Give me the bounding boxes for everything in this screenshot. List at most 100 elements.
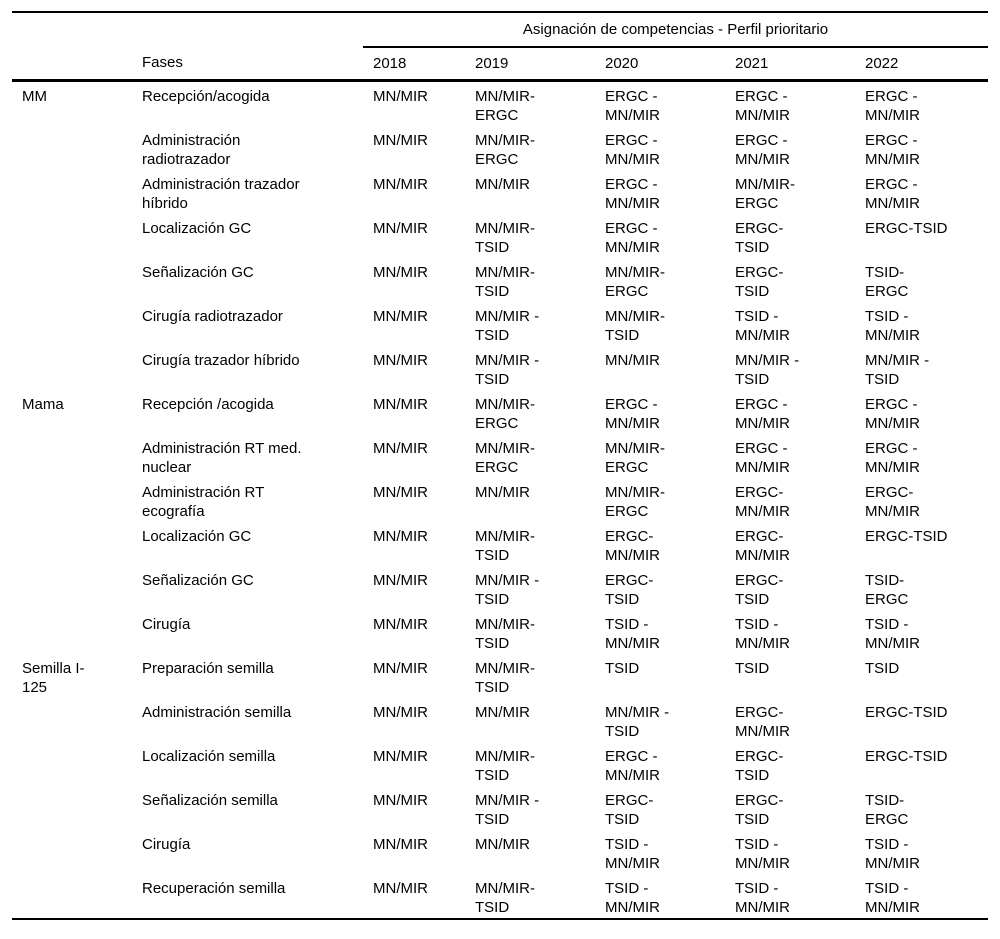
competency-value: ERGC - MN/MIR [865, 175, 920, 212]
competency-value: ERGC - MN/MIR [865, 87, 920, 124]
table-row: Localización GC MN/MIR MN/MIR- TSID ERGC- M… [12, 522, 988, 566]
competency-value: ERGC- TSID [605, 791, 654, 828]
fase-label: Localización GC [142, 219, 252, 237]
competency-value: TSID - MN/MIR [605, 879, 660, 916]
fases-column-header: Fases [132, 47, 363, 82]
year-column-header-2021: 2021 [725, 47, 855, 82]
fase-label: Cirugía [142, 615, 191, 633]
fase-label: Señalización GC [142, 571, 254, 589]
competency-value: TSID - MN/MIR [605, 615, 660, 652]
competency-value: ERGC - MN/MIR [605, 395, 660, 432]
competency-value: MN/MIR [605, 351, 660, 369]
competency-value: ERGC - MN/MIR [605, 87, 660, 124]
competency-value: MN/MIR [373, 439, 428, 457]
year-column-header-2020: 2020 [595, 47, 725, 82]
competency-value: MN/MIR - TSID [475, 791, 540, 828]
competency-value: MN/MIR [373, 219, 428, 237]
competency-value: ERGC - MN/MIR [605, 175, 660, 212]
competency-value: TSID - MN/MIR [605, 835, 660, 872]
competency-value: ERGC-TSID [865, 747, 948, 765]
competency-value: MN/MIR- TSID [475, 263, 535, 300]
competency-value: ERGC - MN/MIR [735, 131, 790, 168]
group-label: Semilla I- 125 [22, 659, 85, 696]
fase-label: Localización semilla [142, 747, 276, 765]
competency-value: MN/MIR - TSID [475, 351, 540, 388]
table-row: Semilla I- 125 Preparación semilla MN/MIR M… [12, 654, 988, 698]
competency-value: TSID - MN/MIR [735, 835, 790, 872]
fase-label: Administración RT ecografía [142, 483, 265, 520]
group-label: Mama [22, 395, 64, 413]
document-page: Asignación de competencias - Perfil prio… [12, 11, 988, 920]
competency-value: MN/MIR [373, 351, 428, 369]
spanning-header-spacer [12, 12, 363, 47]
competency-value: MN/MIR- TSID [475, 747, 535, 784]
fase-label: Cirugía radiotrazador [142, 307, 283, 325]
competency-value: MN/MIR [373, 703, 428, 721]
competency-value: MN/MIR [475, 835, 530, 853]
table-row: Cirugía radiotrazador MN/MIR MN/MIR - TSID… [12, 302, 988, 346]
table-row: Administración radiotrazador MN/MIR MN/MIR… [12, 126, 988, 170]
table-row: Cirugía MN/MIR MN/MIR TSID - MN/MIR TSID - M… [12, 830, 988, 874]
table-body: MM Recepción/acogida MN/MIR MN/MIR- ERGC ERG… [12, 80, 988, 919]
competency-value: TSID - MN/MIR [865, 307, 920, 344]
competency-value: MN/MIR - TSID [475, 571, 540, 608]
fase-label: Administración RT med. nuclear [142, 439, 302, 476]
competency-value: TSID - MN/MIR [735, 615, 790, 652]
competency-value: ERGC- MN/MIR [735, 527, 790, 564]
competency-value: TSID- ERGC [865, 571, 909, 608]
competency-value: MN/MIR- ERGC [475, 131, 535, 168]
group-column-header [12, 47, 132, 82]
competency-value: MN/MIR- ERGC [605, 483, 665, 520]
competency-value: MN/MIR- ERGC [475, 439, 535, 476]
table-row: Recuperación semilla MN/MIR MN/MIR- TSID TS… [12, 874, 988, 919]
competency-value: MN/MIR - TSID [605, 703, 670, 740]
column-header-row: Fases 2018 2019 2020 2021 2022 [12, 47, 988, 82]
fase-label: Preparación semilla [142, 659, 274, 677]
competency-value: MN/MIR [373, 571, 428, 589]
competency-value: ERGC - MN/MIR [865, 395, 920, 432]
competency-value: ERGC- TSID [735, 571, 784, 608]
competency-value: MN/MIR- TSID [475, 219, 535, 256]
competency-value: MN/MIR [373, 175, 428, 193]
competency-value: ERGC- MN/MIR [735, 703, 790, 740]
competency-value: MN/MIR [373, 879, 428, 897]
competency-value: ERGC - MN/MIR [735, 87, 790, 124]
table-row: Localización GC MN/MIR MN/MIR- TSID ERGC - … [12, 214, 988, 258]
competency-value: ERGC - MN/MIR [735, 439, 790, 476]
competency-value: MN/MIR [373, 483, 428, 501]
fase-label: Recepción /acogida [142, 395, 274, 413]
year-column-header-2019: 2019 [465, 47, 595, 82]
competency-value: MN/MIR [373, 395, 428, 413]
competency-value: TSID - MN/MIR [865, 879, 920, 916]
competency-value: TSID [865, 659, 900, 677]
table-row: Cirugía MN/MIR MN/MIR- TSID TSID - MN/MIR TS… [12, 610, 988, 654]
competency-value: ERGC- MN/MIR [605, 527, 660, 564]
competency-table: Asignación de competencias - Perfil prio… [12, 11, 988, 920]
competency-value: ERGC-TSID [865, 703, 948, 721]
competency-value: MN/MIR [373, 527, 428, 545]
competency-value: ERGC - MN/MIR [605, 219, 660, 256]
fase-label: Recuperación semilla [142, 879, 286, 897]
fase-label: Cirugía trazador híbrido [142, 351, 300, 369]
competency-value: MN/MIR [373, 263, 428, 281]
fase-label: Cirugía [142, 835, 191, 853]
competency-value: MN/MIR [373, 615, 428, 633]
competency-value: MN/MIR [475, 703, 530, 721]
competency-value: ERGC- MN/MIR [865, 483, 920, 520]
competency-value: ERGC- TSID [735, 219, 784, 256]
table-row: Administración trazador híbrido MN/MIR MN/… [12, 170, 988, 214]
table-row: Señalización GC MN/MIR MN/MIR - TSID ERGC- … [12, 566, 988, 610]
fase-label: Administración radiotrazador [142, 131, 241, 168]
competency-value: MN/MIR [475, 483, 530, 501]
competency-value: ERGC-TSID [865, 527, 948, 545]
competency-value: ERGC-TSID [865, 219, 948, 237]
competency-value: MN/MIR [373, 835, 428, 853]
group-label: MM [22, 87, 47, 105]
competency-value: ERGC - MN/MIR [605, 131, 660, 168]
fase-label: Localización GC [142, 527, 252, 545]
competency-value: TSID- ERGC [865, 263, 909, 300]
competency-value: MN/MIR- ERGC [605, 263, 665, 300]
competency-value: MN/MIR- TSID [475, 879, 535, 916]
competency-value: MN/MIR [475, 175, 530, 193]
competency-value: ERGC - MN/MIR [865, 131, 920, 168]
